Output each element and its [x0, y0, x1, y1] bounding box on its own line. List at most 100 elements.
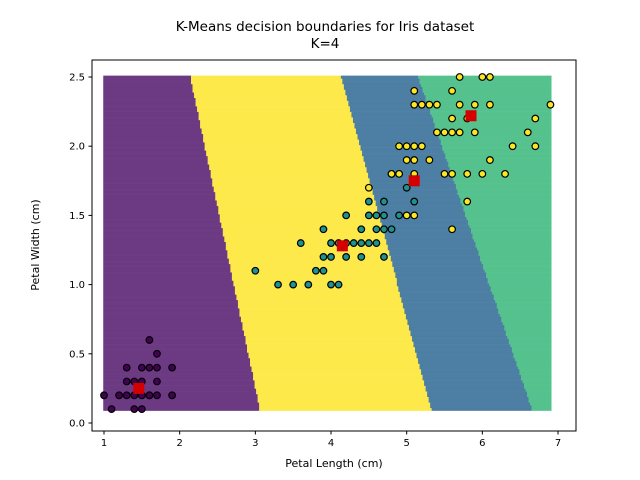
region-cell: [508, 341, 552, 345]
region-cell: [425, 388, 526, 392]
data-point: [168, 391, 177, 400]
region-cell: [245, 338, 413, 342]
region-cell: [218, 211, 379, 215]
region-cell: [422, 377, 522, 381]
region-cell: [487, 280, 552, 284]
data-point: [137, 405, 146, 414]
region-cell: [380, 219, 469, 223]
region-cell: [250, 360, 419, 364]
region-cell: [103, 136, 204, 140]
region-cell: [201, 130, 357, 135]
data-point: [289, 280, 298, 289]
region-cell: [103, 236, 225, 240]
region-cell: [103, 100, 196, 104]
region-cell: [191, 81, 343, 85]
region-cell: [103, 393, 258, 398]
region-cell: [236, 297, 402, 301]
region-cell: [103, 391, 257, 395]
region-cell: [198, 117, 354, 121]
region-cell: [195, 103, 349, 107]
region-cell: [404, 308, 499, 312]
region-cell: [425, 97, 552, 101]
region-cell: [442, 144, 552, 148]
region-cell: [103, 266, 231, 270]
region-cell: [355, 128, 437, 132]
data-point: [387, 225, 396, 234]
region-cell: [496, 305, 552, 309]
region-cell: [103, 261, 230, 265]
region-cell: [225, 241, 387, 245]
region-cell: [427, 391, 528, 395]
region-cell: [103, 333, 245, 337]
region-cell: [103, 122, 201, 126]
region-cell: [525, 388, 552, 392]
region-cell: [381, 225, 470, 229]
region-cell: [437, 133, 552, 137]
region-cell: [210, 175, 369, 179]
data-point: [364, 197, 373, 206]
region-cell: [230, 263, 393, 267]
centroid-marker: [133, 382, 145, 394]
region-cell: [103, 352, 249, 356]
region-cell: [399, 294, 495, 298]
region-cell: [393, 266, 484, 270]
region-cell: [243, 330, 411, 334]
region-cell: [384, 236, 473, 240]
region-cell: [389, 252, 479, 256]
data-point: [410, 211, 419, 220]
region-cell: [103, 216, 221, 220]
data-point: [100, 391, 108, 400]
region-cell: [415, 346, 513, 350]
region-cell: [374, 194, 460, 198]
region-cell: [466, 216, 552, 220]
region-cell: [224, 236, 386, 240]
data-point: [380, 253, 388, 261]
region-cell: [362, 153, 446, 157]
region-cell: [419, 363, 517, 367]
region-cell: [443, 150, 552, 154]
region-cell: [254, 382, 425, 386]
region-cell: [103, 247, 227, 251]
region-cell: [221, 222, 383, 226]
data-point: [327, 280, 335, 289]
region-cell: [458, 194, 552, 198]
data-point: [153, 377, 161, 386]
region-cell: [398, 285, 491, 290]
data-point: [349, 239, 358, 247]
region-cell: [480, 258, 552, 262]
region-cell: [203, 136, 358, 140]
region-cell: [103, 250, 228, 254]
region-cell: [103, 161, 208, 165]
data-point: [387, 169, 396, 178]
region-cell: [487, 277, 552, 281]
region-cell: [103, 263, 231, 267]
region-cell: [103, 197, 216, 201]
region-cell: [355, 130, 439, 135]
region-cell: [354, 125, 435, 129]
region-cell: [103, 277, 233, 281]
region-cell: [424, 92, 552, 96]
region-cell: [253, 371, 422, 375]
region-cell: [431, 407, 532, 411]
region-cell: [349, 106, 429, 110]
region-cell: [103, 338, 246, 342]
data-point: [304, 280, 313, 289]
data-point: [380, 197, 388, 206]
data-point: [486, 156, 494, 164]
data-point: [410, 100, 419, 109]
region-cell: [197, 108, 351, 112]
region-cell: [103, 186, 215, 190]
region-cell: [492, 291, 552, 295]
region-cell: [486, 274, 552, 278]
region-cell: [395, 272, 487, 276]
region-cell: [349, 108, 431, 112]
region-cell: [348, 103, 428, 107]
data-point: [417, 100, 426, 109]
region-cell: [103, 388, 257, 392]
x-tick-label: 2: [176, 438, 182, 449]
y-tick-label: 2.0: [69, 142, 85, 153]
region-cell: [346, 97, 426, 101]
region-cell: [463, 205, 552, 209]
data-point: [319, 253, 328, 261]
region-cell: [247, 344, 414, 348]
